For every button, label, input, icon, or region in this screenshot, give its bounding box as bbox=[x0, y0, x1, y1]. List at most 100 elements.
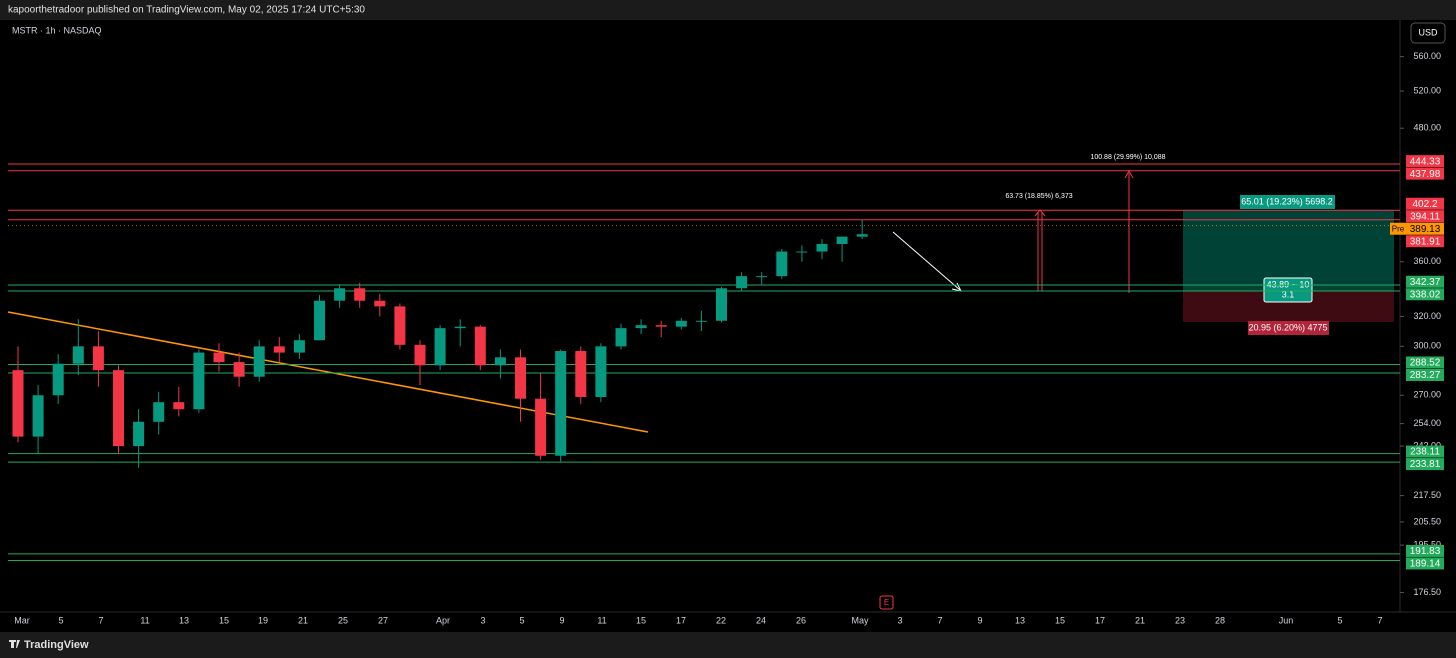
candle-body bbox=[535, 398, 547, 456]
y-tick-label: 205.50 bbox=[1413, 516, 1441, 526]
price-label-box bbox=[1406, 458, 1444, 471]
y-tick-label: 300.00 bbox=[1413, 341, 1441, 351]
price-label: 288.52 bbox=[1410, 358, 1441, 369]
x-tick-label: 13 bbox=[179, 615, 189, 625]
candle-body bbox=[334, 288, 346, 301]
publish-info: kapoorthetradoor published on TradingVie… bbox=[8, 5, 365, 16]
price-label: 238.11 bbox=[1410, 447, 1440, 458]
candle-body bbox=[314, 300, 325, 341]
candle-body bbox=[515, 357, 526, 399]
x-tick-label: 28 bbox=[1215, 615, 1225, 625]
price-label: 283.27 bbox=[1410, 370, 1441, 381]
levels bbox=[8, 163, 1400, 561]
price-label-box bbox=[1406, 197, 1444, 210]
candle-body bbox=[736, 276, 748, 289]
x-tick-label: 7 bbox=[1377, 615, 1382, 625]
y-tick-label: 520.00 bbox=[1413, 85, 1441, 95]
x-tick-label: 5 bbox=[519, 615, 524, 625]
x-tick-label: 17 bbox=[676, 615, 686, 625]
candle-body bbox=[695, 320, 707, 322]
price-label: 437.98 bbox=[1410, 169, 1441, 180]
session-badge-box bbox=[1390, 222, 1406, 235]
x-tick-label: 25 bbox=[338, 615, 348, 625]
y-tick-label: 176.50 bbox=[1413, 587, 1441, 597]
x-tick-label: 15 bbox=[1055, 615, 1065, 625]
candle-body bbox=[595, 346, 607, 397]
stop-badge bbox=[1248, 321, 1329, 335]
candle-body bbox=[52, 363, 64, 396]
y-tick-label: 480.00 bbox=[1413, 123, 1441, 133]
candle-body bbox=[173, 402, 185, 410]
candle-body bbox=[253, 346, 265, 377]
y-tick-label: 195.50 bbox=[1413, 540, 1441, 550]
x-tick-label: 22 bbox=[716, 615, 726, 625]
currency: USD bbox=[1418, 27, 1438, 37]
price-label-box bbox=[1406, 288, 1444, 301]
x-tick-label: 15 bbox=[636, 615, 646, 625]
x-tick-label: 19 bbox=[258, 615, 268, 625]
currency-button[interactable] bbox=[1410, 22, 1446, 44]
candle-body bbox=[555, 351, 567, 456]
candle-body bbox=[354, 288, 366, 301]
candle-body bbox=[575, 351, 587, 397]
x-tick-label: 17 bbox=[1095, 615, 1105, 625]
logo bbox=[9, 640, 20, 648]
target-label: 65.01 (19.23%) 5698.2 bbox=[1241, 196, 1333, 206]
earnings-marker[interactable] bbox=[879, 595, 894, 610]
y-tick-label: 560.00 bbox=[1413, 51, 1441, 61]
x-tick-label: 9 bbox=[977, 615, 982, 625]
x-tick-label: 26 bbox=[796, 615, 806, 625]
symbol: MSTR · 1h · NASDAQ bbox=[12, 25, 102, 35]
axes: 560.00 520.00 480.00 360.00 320.00 300.00 270.… bbox=[14, 51, 1444, 625]
x-tick-label: 7 bbox=[98, 615, 103, 625]
price-label: 402.2 bbox=[1412, 199, 1437, 210]
candle-body bbox=[756, 276, 768, 278]
x-tick-label: 3 bbox=[897, 615, 902, 625]
candle-body bbox=[836, 236, 848, 245]
measure-head bbox=[1034, 209, 1046, 217]
ratio-badge bbox=[1263, 277, 1313, 303]
y-tick-label: 360.00 bbox=[1413, 256, 1441, 266]
x-tick-label: 27 bbox=[378, 615, 388, 625]
price-label: 381.91 bbox=[1410, 236, 1441, 247]
candle-body bbox=[233, 362, 245, 377]
x-tick-label: 21 bbox=[298, 615, 308, 625]
x-tick-label: 5 bbox=[58, 615, 63, 625]
logo-icon bbox=[9, 640, 20, 648]
candle-body bbox=[856, 234, 868, 237]
candle-body bbox=[454, 326, 466, 329]
price-label: 342.37 bbox=[1410, 277, 1441, 288]
candle-body bbox=[816, 244, 828, 252]
candle-body bbox=[32, 395, 44, 437]
x-tick-label: 13 bbox=[1015, 615, 1025, 625]
x-tick-label: Mar bbox=[14, 615, 30, 625]
measure-short-label: 63.73 (18.85%) 6,373 bbox=[1005, 193, 1072, 200]
ratio-label: 3.1 bbox=[1282, 289, 1295, 299]
top-bar bbox=[0, 0, 1456, 20]
candle-body bbox=[615, 328, 627, 347]
candles bbox=[12, 219, 868, 468]
candle-body bbox=[394, 306, 406, 345]
x-tick-label: 7 bbox=[937, 615, 942, 625]
x-tick-label: 5 bbox=[1337, 615, 1342, 625]
x-tick-label: Apr bbox=[436, 615, 450, 625]
price-label-box bbox=[1406, 167, 1444, 180]
x-tick-label: 21 bbox=[1135, 615, 1145, 625]
candle-body bbox=[193, 352, 205, 410]
x-tick-label: 23 bbox=[1175, 615, 1185, 625]
y-tick-label: 242.00 bbox=[1413, 440, 1441, 450]
price-label: 389.13 bbox=[1410, 224, 1441, 235]
candle-body bbox=[374, 300, 386, 307]
stop-label: 20.95 (6.20%) 4775 bbox=[1248, 322, 1327, 332]
price-label-box bbox=[1406, 557, 1444, 570]
candle-body bbox=[494, 357, 506, 366]
candle-body bbox=[635, 325, 647, 329]
x-tick-label: 3 bbox=[480, 615, 485, 625]
y-tick-label: 217.50 bbox=[1413, 490, 1441, 500]
target-badge bbox=[1240, 195, 1335, 209]
candle-body bbox=[675, 320, 687, 327]
price-label-box bbox=[1406, 210, 1444, 223]
candle-body bbox=[796, 251, 808, 253]
price-label: 338.02 bbox=[1410, 289, 1441, 300]
measure-short bbox=[1034, 209, 1046, 291]
